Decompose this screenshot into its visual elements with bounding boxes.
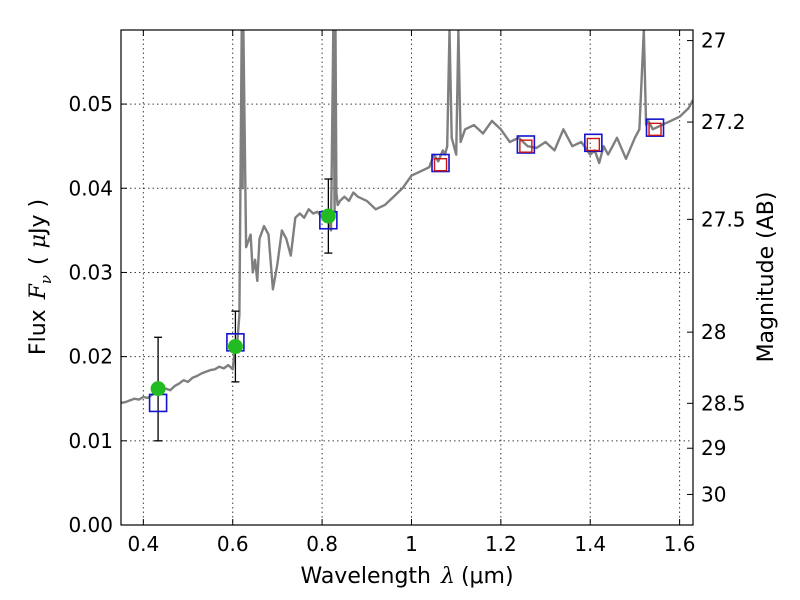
y2-tick-label: 28.5 [701, 391, 746, 415]
observed-optical-point [150, 381, 166, 397]
x-tick-label: 0.6 [217, 532, 249, 556]
observed-optical-point [320, 208, 336, 224]
y-tick-label: 0.05 [68, 92, 113, 116]
x-tick-label: 1.2 [485, 532, 517, 556]
y-tick-label: 0.02 [68, 345, 113, 369]
x-tick-label: 0.8 [306, 532, 338, 556]
y2-tick-label: 30 [701, 482, 726, 506]
y2-tick-label: 28 [701, 320, 726, 344]
y-tick-label: 0.00 [68, 513, 113, 537]
observed-ir-box [586, 137, 601, 152]
model-photometry-box [516, 135, 536, 154]
y-tick-label: 0.04 [68, 176, 113, 200]
plot-area-clip [121, 30, 693, 442]
y2-tick-label: 27 [701, 29, 726, 53]
y-axis-label: FluxFν(μJy ) [26, 199, 55, 355]
x-tick-label: 1.4 [574, 532, 606, 556]
plot-frame [120, 29, 694, 526]
observed-ir-box [519, 139, 533, 153]
y2-axis-label: Magnitude (AB) [754, 192, 779, 363]
observed-ir-box [433, 157, 448, 172]
y2-tick-label: 29 [701, 436, 726, 460]
observed-ir-box [648, 122, 662, 137]
x-tick-label: 0.4 [127, 532, 159, 556]
y-tick-label: 0.01 [68, 429, 113, 453]
y2-tick-label: 27.5 [701, 207, 746, 231]
y-tick-labels: 0.00 0.01 0.02 0.03 0.04 0.05 [68, 92, 113, 537]
model-spectrum-line [121, 30, 693, 405]
observed-optical-point [227, 339, 243, 355]
y2-tick-label: 27.2 [701, 110, 746, 134]
x-tick-label: 1 [405, 532, 418, 556]
y2-tick-labels: 27 27.2 27.5 28 28.5 29 30 [701, 29, 746, 507]
axis-ticks [121, 30, 693, 526]
grid-lines [121, 30, 693, 526]
x-tick-labels: 0.4 0.6 0.8 1 1.2 1.4 1.6 [127, 532, 695, 556]
observed-ir-markers [433, 122, 662, 172]
x-axis-label: Wavelength λ (μm) [300, 564, 513, 589]
model-photometry-box [645, 118, 665, 137]
model-photometry-box [431, 153, 450, 173]
y-tick-label: 0.03 [68, 260, 113, 284]
x-tick-label: 1.6 [664, 532, 696, 556]
error-bars [154, 178, 333, 442]
observed-optical-markers [150, 208, 336, 397]
model-photometry-box [584, 133, 603, 153]
